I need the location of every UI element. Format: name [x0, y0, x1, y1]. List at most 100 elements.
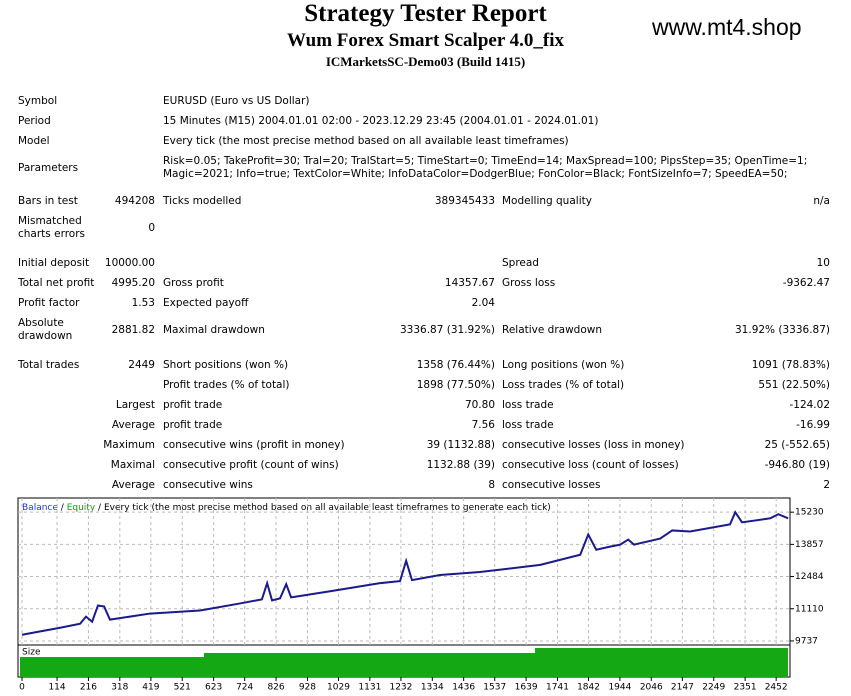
cell-value3: -124.02 — [789, 399, 830, 411]
x-tick-label: 2249 — [702, 683, 725, 693]
cell-value2: 1898 (77.50%) — [416, 379, 495, 391]
cell-label2: consecutive wins — [163, 479, 253, 491]
cell-label3: consecutive losses — [502, 479, 601, 491]
x-tick-label: 2452 — [765, 683, 788, 693]
watermark: www.mt4.shop — [652, 14, 802, 40]
cell-value: Maximum — [103, 439, 155, 451]
y-tick-label: 9737 — [795, 636, 818, 646]
cell-span: 15 Minutes (M15) 2004.01.01 02:00 - 2023… — [163, 115, 599, 127]
expert-name: Wum Forex Smart Scalper 4.0_fix — [286, 30, 565, 51]
cell-value: 0 — [148, 222, 155, 234]
cell-label3: Long positions (won %) — [502, 359, 625, 371]
y-tick-label: 12484 — [795, 572, 824, 582]
size-bar — [535, 648, 788, 677]
cell-label2: Profit trades (% of total) — [163, 379, 290, 391]
x-tick-label: 419 — [142, 683, 159, 693]
cell-value3: 25 (-552.65) — [764, 439, 830, 451]
cell-label2: Maximal drawdown — [163, 324, 265, 336]
x-tick-label: 521 — [174, 683, 191, 693]
cell-value2: 8 — [488, 479, 495, 491]
x-tick-label: 1537 — [483, 683, 506, 693]
cell-label2: profit trade — [163, 399, 223, 411]
cell-label: Total net profit — [18, 277, 95, 289]
balance-line — [21, 510, 789, 636]
cell-label3: Spread — [502, 257, 539, 269]
cell-value2: 389345433 — [434, 195, 495, 207]
cell-span: Every tick (the most precise method base… — [163, 135, 569, 147]
size-bar — [20, 657, 204, 677]
cell-label3: consecutive losses (loss in money) — [502, 439, 685, 451]
x-tick-label: 1639 — [515, 683, 538, 693]
cell-value3: -946.80 (19) — [764, 459, 830, 471]
cell-value: 2449 — [128, 359, 155, 371]
y-tick-label: 15230 — [795, 508, 824, 518]
legend-sep: / — [61, 503, 65, 513]
cell-label3: Loss trades (% of total) — [502, 379, 625, 391]
cell-value: Largest — [115, 399, 155, 411]
legend: Balance / Equity / Every tick (the most … — [22, 503, 551, 513]
cell-value: 10000.00 — [104, 257, 155, 269]
x-tick-label: 2046 — [640, 683, 663, 693]
y-tick-label: 13857 — [795, 540, 824, 550]
y-tick-label: 11110 — [795, 604, 824, 614]
cell-label: Bars in test — [18, 195, 78, 207]
cell-value: 2881.82 — [111, 324, 155, 336]
legend-sep: / — [98, 503, 102, 513]
x-tick-label: 2351 — [734, 683, 757, 693]
size-label: Size — [22, 648, 41, 658]
cell-value3: 10 — [816, 257, 830, 269]
cell-label2: consecutive profit (count of wins) — [163, 459, 339, 471]
x-tick-label: 623 — [205, 683, 222, 693]
x-tick-label: 216 — [80, 683, 97, 693]
cell-value: Average — [111, 479, 155, 491]
x-tick-label: 928 — [299, 683, 316, 693]
cell-label3: loss trade — [502, 419, 554, 431]
cell-label: Initial deposit — [18, 257, 90, 269]
report-title: Strategy Tester Report — [304, 0, 547, 27]
cell-label3: Gross loss — [502, 277, 556, 289]
cell-label3: Modelling quality — [502, 195, 592, 207]
x-tick-label: 318 — [111, 683, 128, 693]
cell-value3: n/a — [813, 195, 830, 207]
x-tick-label: 1029 — [327, 683, 350, 693]
x-tick-label: 826 — [267, 683, 284, 693]
size-bar — [204, 653, 535, 677]
x-tick-label: 1842 — [577, 683, 600, 693]
legend-balance: Balance — [22, 503, 58, 513]
cell-value2: 39 (1132.88) — [426, 439, 495, 451]
cell-label: Parameters — [18, 162, 79, 174]
cell-value: 4995.20 — [111, 277, 155, 289]
x-tick-label: 0 — [19, 683, 25, 693]
x-tick-label: 1436 — [452, 683, 475, 693]
cell-label: Symbol — [18, 95, 58, 107]
cell-value2: 2.04 — [471, 297, 495, 309]
cell-value3: 1091 (78.83%) — [751, 359, 830, 371]
cell-label3: loss trade — [502, 399, 554, 411]
cell-label2: Short positions (won %) — [163, 359, 289, 371]
cell-label3: consecutive loss (count of losses) — [502, 459, 679, 471]
legend-equity: Equity — [67, 503, 96, 513]
cell-label: Profit factor — [18, 297, 80, 309]
cell-label: Period — [18, 115, 51, 127]
cell-value: Maximal — [110, 459, 155, 471]
cell-label2: profit trade — [163, 419, 223, 431]
x-tick-label: 1944 — [608, 683, 631, 693]
cell-value: 1.53 — [131, 297, 155, 309]
cell-label: Total trades — [18, 359, 80, 371]
x-tick-label: 724 — [236, 683, 253, 693]
cell-label: Model — [18, 135, 50, 147]
cell-value: 494208 — [114, 195, 155, 207]
cell-value2: 14357.67 — [444, 277, 495, 289]
cell-value: Average — [111, 419, 155, 431]
x-tick-label: 2147 — [671, 683, 694, 693]
cell-value2: 7.56 — [471, 419, 495, 431]
cell-value2: 1132.88 (39) — [426, 459, 495, 471]
chart: Size Balance / Equity / Every tick (the … — [17, 497, 824, 693]
cell-label2: Expected payoff — [163, 297, 249, 309]
x-tick-label: 1232 — [389, 683, 412, 693]
x-tick-label: 1334 — [421, 683, 444, 693]
cell-value3: -9362.47 — [782, 277, 830, 289]
cell-value2: 3336.87 (31.92%) — [400, 324, 495, 336]
cell-label2: Gross profit — [163, 277, 224, 289]
